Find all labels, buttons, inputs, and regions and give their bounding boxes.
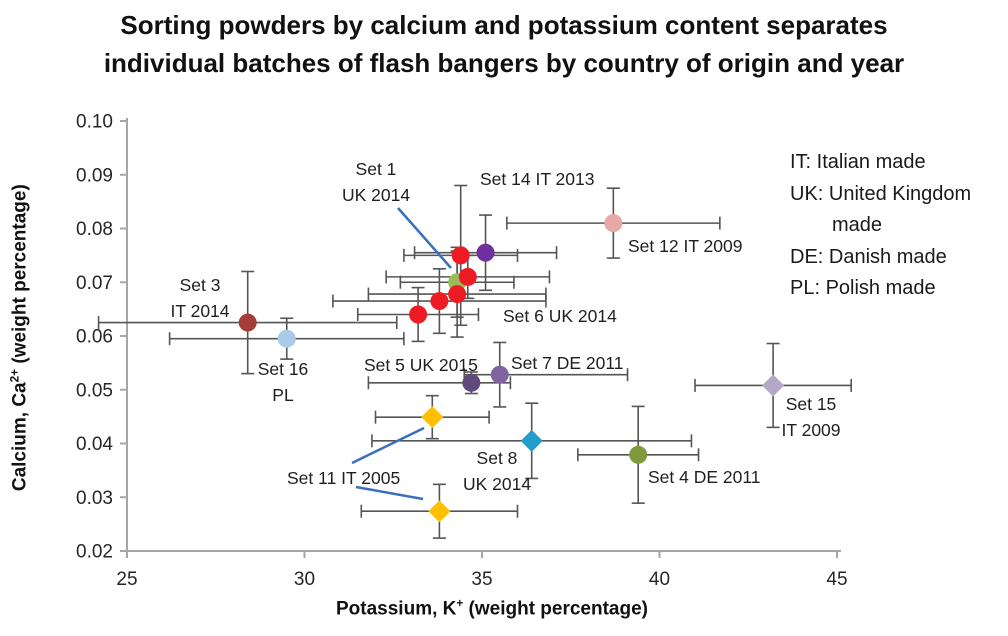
x-axis-title-suffix: (weight percentage) xyxy=(463,598,648,620)
point-label-line: Set 11 IT 2005 xyxy=(287,468,401,488)
point-label-line: Set 8 xyxy=(476,448,518,468)
data-point-set-14 xyxy=(476,243,495,262)
x-tick-label: 30 xyxy=(294,569,315,590)
data-point-set-6 xyxy=(458,267,477,286)
point-label-set-14: Set 14 IT 2013 xyxy=(480,166,595,192)
x-tick-label: 45 xyxy=(826,569,847,590)
point-label-set-5: Set 5 UK 2015 xyxy=(364,352,478,378)
point-label-line: Set 5 UK 2015 xyxy=(364,355,478,375)
y-axis-title-text: Calcium, Ca xyxy=(9,382,31,492)
point-label-set-4: Set 4 DE 2011 xyxy=(648,464,761,490)
x-axis-title-sup: + xyxy=(456,597,464,610)
point-label-line: Set 12 IT 2009 xyxy=(628,236,743,256)
y-tick-label: 0.08 xyxy=(76,219,113,240)
data-point-set-5 xyxy=(462,373,481,392)
point-label-line: Set 3 xyxy=(179,275,221,295)
data-point-set-11 xyxy=(421,406,444,429)
point-label-line: Set 6 UK 2014 xyxy=(503,306,617,326)
data-point-set-11 xyxy=(428,500,451,523)
y-tick-label: 0.03 xyxy=(76,488,113,509)
point-label-set-12: Set 12 IT 2009 xyxy=(628,233,743,259)
point-label-line: Set 15 xyxy=(785,394,837,414)
leader-line-set-11 xyxy=(351,426,425,465)
x-axis-title-text: Potassium, K xyxy=(336,598,457,620)
chart-title-line2: individual batches of flash bangers by c… xyxy=(103,48,905,78)
point-label-line: Set 16 xyxy=(257,359,309,379)
x-tick-label: 35 xyxy=(471,569,492,590)
data-point-set-7 xyxy=(490,365,509,384)
point-label-line: Set 14 IT 2013 xyxy=(480,169,595,189)
point-label-line: UK 2014 xyxy=(341,185,411,205)
legend-line: PL: Polish made xyxy=(790,277,936,299)
x-tick-label: 40 xyxy=(649,569,670,590)
data-point-set-15 xyxy=(762,374,785,397)
legend: IT: Italian made UK: United Kingdom made DE… xyxy=(790,147,971,305)
data-point-set-16 xyxy=(277,329,296,348)
y-tick-label: 0.05 xyxy=(76,380,113,401)
y-tick-label: 0.06 xyxy=(76,327,113,348)
y-axis-title-sup: 2+ xyxy=(8,368,22,383)
x-axis-title: Potassium, K+ (weight percentage) xyxy=(302,597,682,620)
point-label-line: Set 4 DE 2011 xyxy=(648,467,761,487)
data-point-set-6 xyxy=(430,292,449,311)
data-point-set-8 xyxy=(520,429,543,452)
point-label-line: PL xyxy=(272,385,294,405)
chart-title: Sorting powders by calcium and potassium… xyxy=(0,6,1008,82)
point-label-set-15: Set 15 IT 2009 xyxy=(781,391,840,443)
point-label-line: IT 2014 xyxy=(170,301,230,321)
legend-line: IT: Italian made xyxy=(790,151,926,173)
legend-line: DE: Danish made xyxy=(790,245,947,268)
chart-title-line1: Sorting powders by calcium and potassium… xyxy=(120,10,888,40)
leader-line-set-11 xyxy=(355,485,424,501)
data-point-set-6 xyxy=(409,305,428,324)
x-tick-label: 25 xyxy=(116,569,137,590)
point-label-set-3: Set 3 IT 2014 xyxy=(170,272,229,324)
leader-line-set-1 xyxy=(397,207,452,269)
data-point-set-6 xyxy=(448,285,467,304)
y-axis-title: Calcium, Ca2+ (weight percentage) xyxy=(8,168,31,508)
point-label-set-16: Set 16 PL xyxy=(258,356,309,408)
data-point-set-3 xyxy=(238,313,257,332)
point-label-line: IT 2009 xyxy=(781,420,841,440)
legend-line: UK: United Kingdom xyxy=(790,182,972,205)
point-label-set-8: Set 8 UK 2014 xyxy=(463,445,531,497)
data-point-set-6 xyxy=(451,246,470,265)
data-point-set-12 xyxy=(604,214,623,233)
y-tick-label: 0.09 xyxy=(76,165,113,186)
point-label-line: Set 7 DE 2011 xyxy=(511,353,624,373)
data-point-set-4 xyxy=(629,445,648,464)
legend-line: made xyxy=(832,214,883,236)
point-label-line: Set 1 xyxy=(355,159,397,179)
point-label-line: UK 2014 xyxy=(462,474,532,494)
point-label-set-7: Set 7 DE 2011 xyxy=(511,350,624,376)
y-axis-title-suffix: (weight percentage) xyxy=(9,184,31,369)
y-tick-label: 0.07 xyxy=(76,273,113,294)
y-tick-label: 0.10 xyxy=(76,112,113,133)
y-tick-label: 0.04 xyxy=(76,434,113,455)
y-tick-label: 0.02 xyxy=(76,542,113,563)
point-label-set-6: Set 6 UK 2014 xyxy=(503,303,617,329)
point-label-set-11: Set 11 IT 2005 xyxy=(287,465,400,491)
point-label-set-1: Set 1 UK 2014 xyxy=(342,156,410,208)
